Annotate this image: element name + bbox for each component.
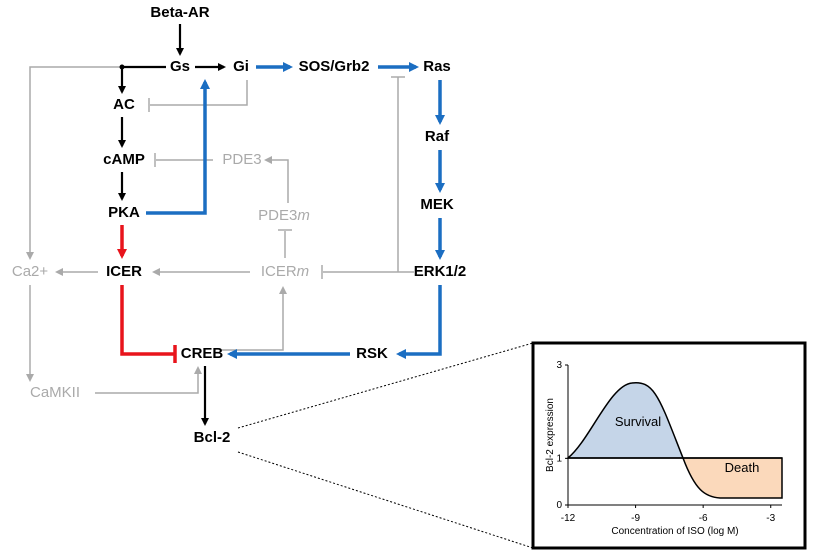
node-label: ICER [261,263,297,280]
node: Raf [425,128,450,145]
edges [26,24,534,549]
node: cAMP [103,151,145,168]
node: PDE3 [222,151,261,168]
nodes: Beta-AR Gs Gi SOS/Grb2 Ras AC Raf cAMP P… [12,4,466,446]
node: ICER [106,263,142,280]
region-label: Death [725,460,760,475]
node: Ras [423,58,451,75]
node: PDE3m [258,207,310,224]
node: CaMKII [30,384,80,401]
node: SOS/Grb2 [299,58,370,75]
inset-chart: Survival Death Concentration of ISO (log… [531,341,807,550]
node: AC [113,96,135,113]
node: Beta-AR [150,4,209,21]
region-label: Survival [615,414,661,429]
x-tick-label: -3 [766,513,775,524]
node-suffix: m [297,263,310,280]
x-tick-label: -12 [561,513,576,524]
node: Gi [233,58,249,75]
y-tick-label: 1 [556,453,562,464]
node: ICERm [261,263,309,280]
node: Gs [170,58,190,75]
node-label: PDE3 [258,207,297,224]
x-tick-label: -6 [699,513,708,524]
node: ERK1/2 [414,263,467,280]
node: Bcl-2 [194,429,231,446]
y-axis-label: Bcl-2 expression [545,398,556,472]
y-tick-label: 3 [556,360,562,371]
node: PKA [108,204,140,221]
node: CREB [181,345,224,362]
node: MEK [420,196,454,213]
node: RSK [356,345,388,362]
x-axis-label: Concentration of ISO (log M) [611,526,738,537]
y-tick-label: 0 [556,500,562,511]
node: Ca2+ [12,263,49,280]
x-tick-label: -9 [631,513,640,524]
node-suffix: m [297,207,310,224]
